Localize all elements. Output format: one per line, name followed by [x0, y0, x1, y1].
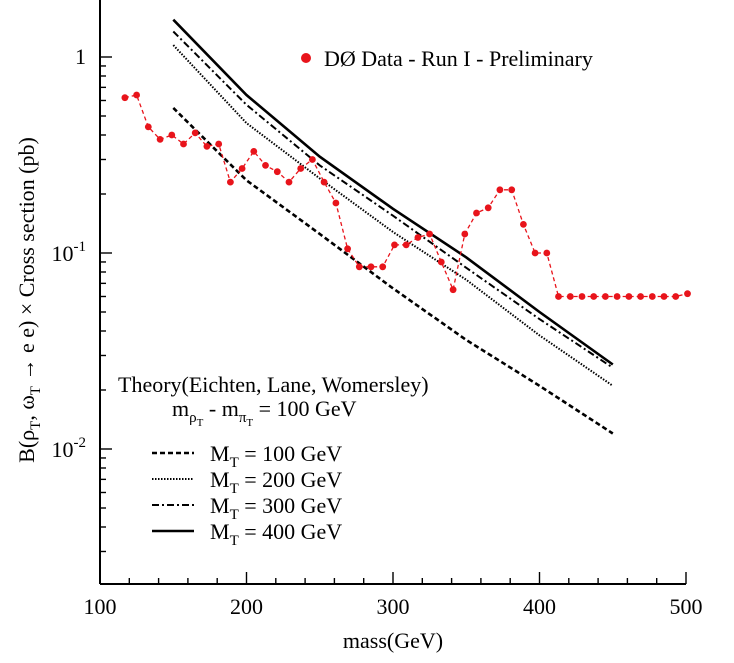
- data-point: [508, 186, 516, 194]
- data-point: [473, 209, 480, 217]
- x-tick-label: 400: [523, 594, 556, 619]
- data-point: [227, 178, 234, 186]
- theory-line-3: [172, 30, 614, 369]
- data-point: [414, 234, 422, 241]
- legend-data-marker: [301, 53, 311, 63]
- data-point: [297, 165, 305, 172]
- data-point: [203, 143, 211, 150]
- data-point: [402, 241, 410, 249]
- data-point: [543, 249, 551, 257]
- x-tick-labels: 100 200 300 400 500: [84, 594, 703, 619]
- x-tick-label: 500: [670, 594, 703, 619]
- theory-mass-diff: mρT - mπT = 100 GeV: [172, 396, 357, 429]
- x-tick-label: 300: [377, 594, 410, 619]
- legend-label-4: MT = 400 GeV: [210, 519, 342, 549]
- theory-legend-title: Theory(Eichten, Lane, Womersley): [118, 372, 429, 397]
- data-point: [332, 199, 340, 207]
- data-point: [309, 156, 316, 163]
- data-point: [613, 293, 621, 300]
- data-point: [250, 148, 258, 155]
- data-point: [602, 293, 609, 300]
- data-point: [379, 263, 387, 271]
- data-point: [133, 91, 141, 99]
- data-point: [273, 168, 281, 176]
- theory-line-2: [172, 44, 614, 387]
- data-point: [215, 140, 223, 148]
- data-point: [496, 186, 504, 194]
- axis-ticks: [99, 56, 687, 584]
- data-point: [180, 140, 187, 148]
- data-point: [648, 293, 656, 300]
- y-tick-label-0.1: 10-1: [52, 239, 87, 266]
- legend-label-2: MT = 200 GeV: [210, 467, 342, 497]
- x-tick-label: 200: [230, 594, 263, 619]
- data-series: [121, 91, 691, 300]
- data-point: [449, 286, 457, 294]
- y-tick-label-1: 1: [75, 44, 86, 69]
- data-point: [590, 293, 598, 300]
- data-point: [461, 230, 469, 238]
- data-point: [144, 123, 152, 131]
- legend-label-3: MT = 300 GeV: [210, 493, 342, 523]
- y-axis-label: B(ρT, ωT → e e) × Cross section (pb): [14, 137, 44, 463]
- data-line: [124, 94, 688, 298]
- data-point: [520, 221, 527, 228]
- data-point: [625, 293, 633, 300]
- data-point: [168, 131, 176, 139]
- data-point: [285, 178, 293, 186]
- x-axis-label: mass(GeV): [343, 628, 443, 653]
- data-point: [437, 258, 445, 266]
- data-point: [531, 249, 539, 257]
- data-point: [156, 136, 164, 143]
- data-point: [121, 94, 129, 102]
- x-tick-label: 100: [84, 594, 117, 619]
- data-point: [391, 241, 398, 249]
- theory-lines: [172, 18, 614, 435]
- y-tick-label-0.01: 10-2: [52, 435, 87, 462]
- legend-label-1: MT = 100 GeV: [210, 441, 342, 471]
- data-point: [262, 162, 269, 169]
- data-point: [320, 178, 328, 186]
- legend-data-label: DØ Data - Run I - Preliminary: [324, 46, 593, 71]
- data-point: [578, 293, 586, 300]
- data-point: [355, 263, 363, 271]
- data-point: [344, 245, 351, 253]
- data-point: [367, 263, 375, 271]
- data-point: [426, 230, 433, 238]
- data-point: [637, 293, 644, 300]
- data-point: [555, 293, 562, 300]
- data-point: [484, 204, 492, 212]
- data-point: [660, 293, 668, 300]
- data-point: [684, 290, 691, 298]
- data-point: [672, 293, 680, 300]
- data-point: [566, 293, 574, 300]
- theory-line-4: [172, 18, 614, 366]
- data-point: [191, 129, 199, 137]
- data-point: [238, 165, 246, 172]
